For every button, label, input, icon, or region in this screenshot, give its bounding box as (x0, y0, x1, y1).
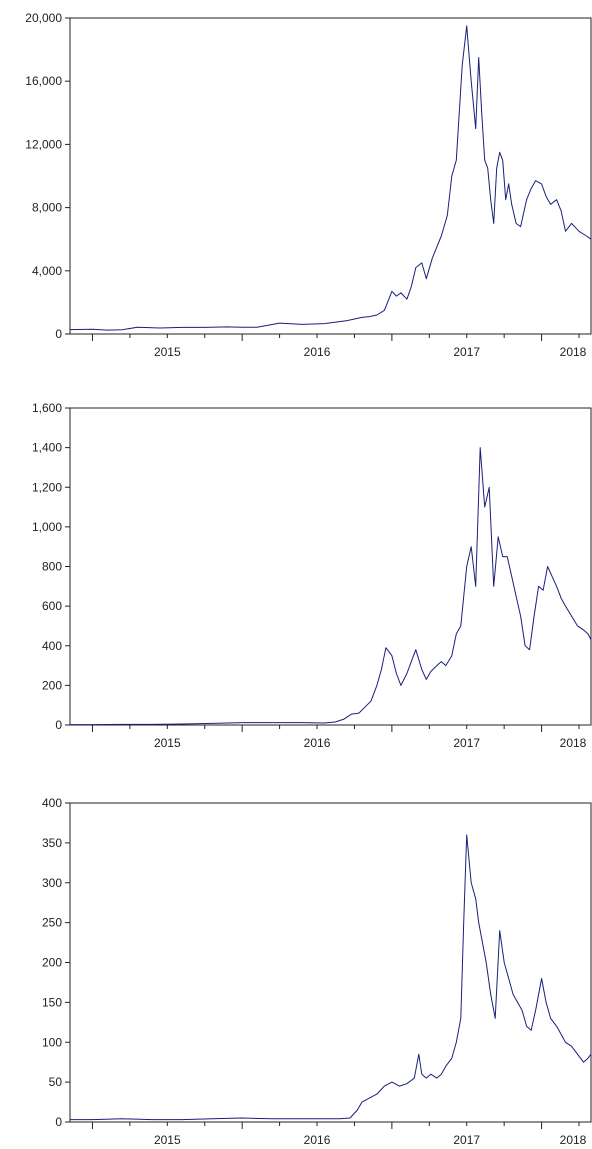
y-tick-label: 200 (42, 678, 62, 692)
x-tick-label: 2015 (154, 345, 181, 359)
y-tick-label: 100 (42, 1035, 62, 1049)
x-tick-label: 2017 (453, 1133, 480, 1147)
y-tick-label: 0 (55, 327, 62, 341)
y-tick-label: 50 (49, 1075, 63, 1089)
x-tick-label: 2018 (560, 345, 587, 359)
y-tick-label: 350 (42, 836, 62, 850)
x-tick-label: 2016 (304, 345, 331, 359)
y-tick-label: 12,000 (25, 137, 62, 151)
y-tick-label: 400 (42, 796, 62, 810)
y-tick-label: 20,000 (25, 11, 62, 25)
y-tick-label: 200 (42, 956, 62, 970)
y-tick-label: 250 (42, 916, 62, 930)
plot-frame (69, 802, 592, 1123)
plot-frame (69, 407, 592, 726)
y-tick-label: 1,000 (32, 520, 62, 534)
chart-panel-2: 0 200 400 600 800 1,000 1,200 1,400 1,600 2015 201… (32, 401, 592, 750)
chart-panel-1: 0 4,000 8,000 12,000 16,000 20,000 2015 2016 201… (25, 11, 592, 359)
y-tick-label: 1,600 (32, 401, 62, 415)
chart-panel-3: 0 50 100 150 200 250 300 350 400 2015 2016 2017 2018 (42, 796, 592, 1147)
y-tick-label: 1,400 (32, 441, 62, 455)
x-tick-label: 2016 (304, 1133, 331, 1147)
y-tick-label: 400 (42, 639, 62, 653)
y-tick-label: 800 (42, 560, 62, 574)
series-line (70, 447, 592, 726)
x-tick-label: 2018 (560, 1133, 587, 1147)
x-tick-label: 2017 (453, 736, 480, 750)
y-tick-label: 150 (42, 995, 62, 1009)
y-tick-label: 16,000 (25, 74, 62, 88)
series-line (70, 834, 592, 1121)
y-tick-label: 1,200 (32, 480, 62, 494)
x-tick-label: 2018 (560, 736, 587, 750)
y-tick-label: 0 (55, 1115, 62, 1129)
y-tick-label: 300 (42, 876, 62, 890)
x-tick-label: 2015 (154, 1133, 181, 1147)
x-tick-label: 2015 (154, 736, 181, 750)
y-tick-label: 0 (55, 718, 62, 732)
y-tick-label: 600 (42, 599, 62, 613)
plot-frame (69, 17, 592, 335)
x-tick-label: 2016 (304, 736, 331, 750)
series-line (69, 25, 592, 331)
y-tick-label: 4,000 (32, 264, 62, 278)
y-tick-label: 8,000 (32, 201, 62, 215)
x-tick-label: 2017 (453, 345, 480, 359)
